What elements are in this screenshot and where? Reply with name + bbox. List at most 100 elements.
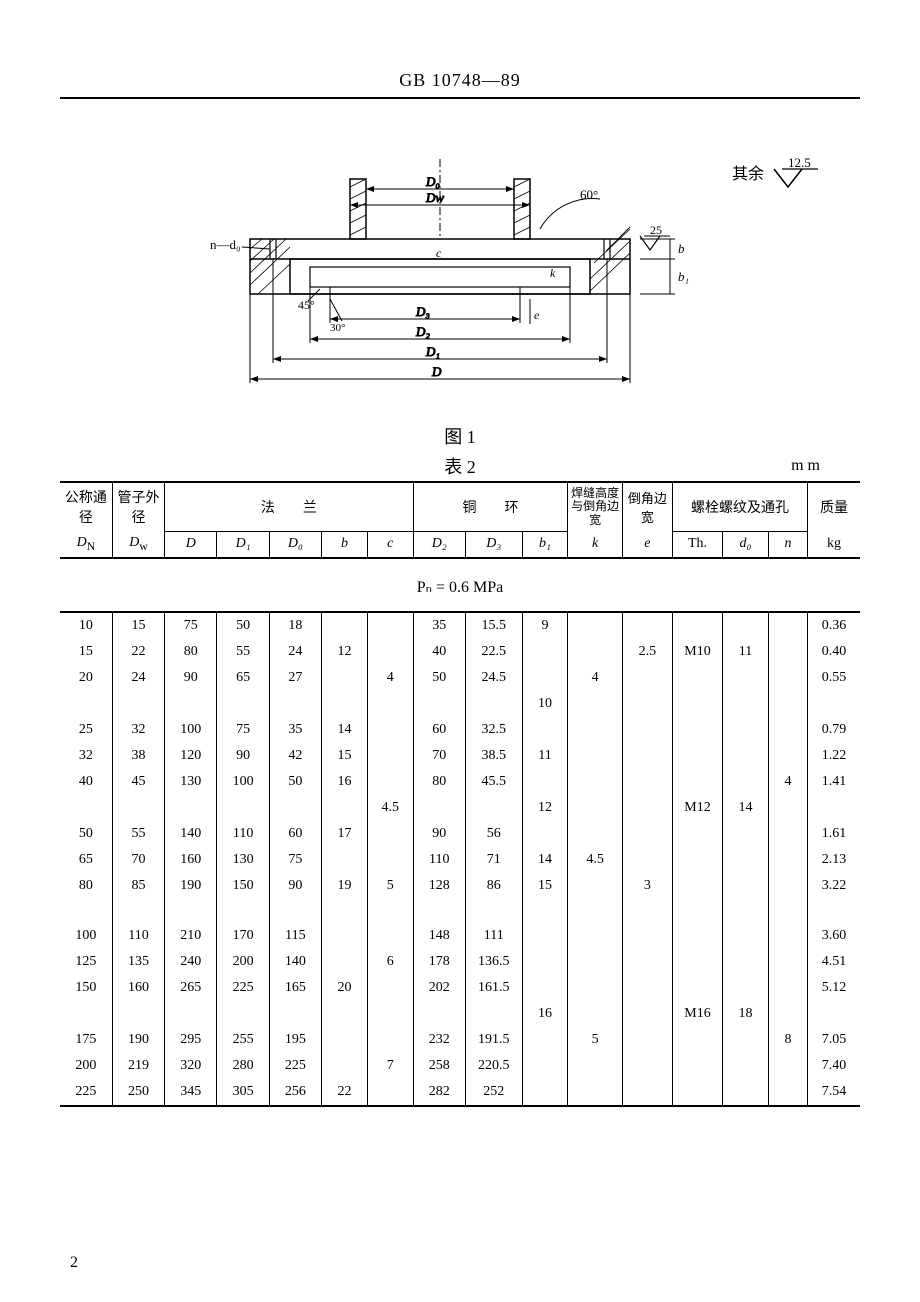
cell-D3: 111 [465, 923, 522, 949]
cell-kg: 0.55 [808, 665, 860, 691]
cell-dw: 85 [112, 873, 164, 899]
cell-k [568, 612, 622, 639]
cell-Th [672, 873, 722, 899]
svg-text:45°: 45° [298, 298, 315, 312]
cell-D0 [269, 899, 321, 923]
sym-b: b [322, 531, 368, 558]
cell-d0 [723, 665, 769, 691]
cell-b1 [522, 1079, 568, 1106]
cell-b: 22 [322, 1079, 368, 1106]
cell-D2: 128 [413, 873, 465, 899]
cell-e [622, 899, 672, 923]
cell-c [367, 847, 413, 873]
cell-c: 6 [367, 949, 413, 975]
cell-k [568, 795, 622, 821]
cell-dw [112, 899, 164, 923]
cell-n [768, 949, 807, 975]
cell-D3: 191.5 [465, 1027, 522, 1053]
cell-Th [672, 847, 722, 873]
cell-n [768, 1053, 807, 1079]
figure-label: 图 1 [60, 423, 860, 449]
cell-dn: 100 [60, 923, 112, 949]
data-table: 10157550183515.590.361522805524124022.52… [60, 611, 860, 1107]
cell-kg: 4.51 [808, 949, 860, 975]
cell-k [568, 975, 622, 1001]
cell-D1 [217, 899, 269, 923]
cell-D2: 35 [413, 612, 465, 639]
cell-e [622, 1079, 672, 1106]
cell-D: 100 [165, 717, 217, 743]
cell-kg [808, 691, 860, 717]
cell-D: 90 [165, 665, 217, 691]
cell-kg: 3.60 [808, 923, 860, 949]
cell-D3 [465, 795, 522, 821]
cell-kg: 7.05 [808, 1027, 860, 1053]
sym-c: c [367, 531, 413, 558]
sym-kg: kg [808, 531, 860, 558]
cell-b [322, 665, 368, 691]
cell-D [165, 795, 217, 821]
cell-D: 240 [165, 949, 217, 975]
cell-D1: 55 [217, 639, 269, 665]
cell-D1: 110 [217, 821, 269, 847]
cell-b [322, 795, 368, 821]
cell-b1 [522, 665, 568, 691]
cell-D3: 22.5 [465, 639, 522, 665]
pn-label: Pₙ = 0.6 MPa [60, 577, 860, 597]
cell-D1: 90 [217, 743, 269, 769]
cell-D0: 60 [269, 821, 321, 847]
cell-e [622, 795, 672, 821]
cell-D1: 75 [217, 717, 269, 743]
cell-c [367, 975, 413, 1001]
svg-text:e: e [534, 308, 540, 322]
cell-c [367, 821, 413, 847]
cell-e [622, 769, 672, 795]
table-row: 10 [60, 691, 860, 717]
cell-dw: 135 [112, 949, 164, 975]
cell-kg: 2.13 [808, 847, 860, 873]
cell-k [568, 691, 622, 717]
cell-dn: 65 [60, 847, 112, 873]
cell-k: 4.5 [568, 847, 622, 873]
hdr-dn: 公称通径 [60, 482, 112, 531]
sym-dn: DN [60, 531, 112, 558]
cell-e [622, 717, 672, 743]
table-row: 1001102101701151481113.60 [60, 923, 860, 949]
cell-D3: 24.5 [465, 665, 522, 691]
cell-d0 [723, 923, 769, 949]
cell-Th [672, 923, 722, 949]
cell-D2: 90 [413, 821, 465, 847]
svg-text:30°: 30° [330, 322, 345, 334]
table-row: 65701601307511071144.52.13 [60, 847, 860, 873]
cell-d0 [723, 743, 769, 769]
cell-e [622, 665, 672, 691]
table-row: 25321007535146032.50.79 [60, 717, 860, 743]
cell-D1 [217, 1001, 269, 1027]
table-row: 4.512M1214 [60, 795, 860, 821]
table-row: 225250345305256222822527.54 [60, 1079, 860, 1106]
cell-D: 130 [165, 769, 217, 795]
cell-dn: 25 [60, 717, 112, 743]
cell-dw [112, 795, 164, 821]
cell-D2: 50 [413, 665, 465, 691]
cell-b1: 12 [522, 795, 568, 821]
cell-dn [60, 795, 112, 821]
cell-D: 120 [165, 743, 217, 769]
cell-D3 [465, 691, 522, 717]
cell-c [367, 612, 413, 639]
cell-dw: 22 [112, 639, 164, 665]
cell-D2: 60 [413, 717, 465, 743]
cell-dn: 15 [60, 639, 112, 665]
cell-D: 295 [165, 1027, 217, 1053]
cell-dn: 20 [60, 665, 112, 691]
cell-b1: 16 [522, 1001, 568, 1027]
cell-dw: 110 [112, 923, 164, 949]
cell-n: 8 [768, 1027, 807, 1053]
cell-kg [808, 795, 860, 821]
cell-D1 [217, 691, 269, 717]
cell-D1: 130 [217, 847, 269, 873]
cell-D3: 15.5 [465, 612, 522, 639]
cell-d0 [723, 899, 769, 923]
cell-b1 [522, 1027, 568, 1053]
cell-D2: 282 [413, 1079, 465, 1106]
